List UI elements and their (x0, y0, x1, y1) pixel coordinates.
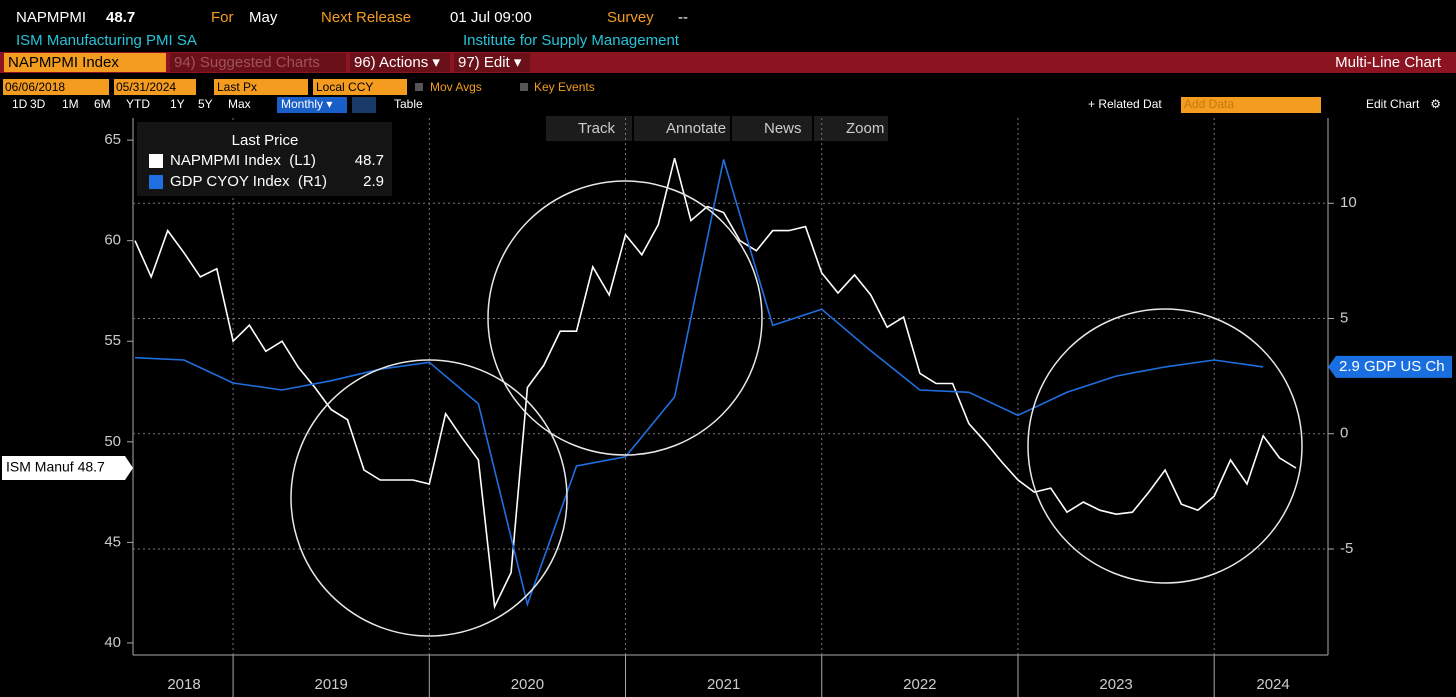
period-button[interactable]: 1Y (170, 97, 185, 111)
annotation-circle (290, 359, 568, 637)
view-name: Multi-Line Chart (1335, 54, 1442, 71)
annotation-circle (1027, 308, 1303, 584)
edit-button[interactable] (454, 53, 530, 72)
y-tick-label: 55 (104, 332, 121, 349)
tool-button[interactable] (732, 116, 812, 141)
actions[interactable]: 96) Actions ▾ (354, 54, 440, 71)
start-date[interactable]: 06/06/2018 (5, 80, 65, 94)
related-data[interactable]: + Related Dat (1088, 97, 1162, 111)
security-input[interactable]: NAPMPMI Index (8, 54, 119, 71)
axis-tag-label: 2.9 GDP US Ch (1339, 358, 1445, 375)
period-button[interactable]: 5Y (198, 97, 213, 111)
for-value: May (249, 9, 278, 26)
actions-button[interactable] (350, 53, 450, 72)
legend-value: 2.9 (363, 173, 384, 190)
edit[interactable]: 97) Edit ▾ (458, 54, 522, 71)
y-tick-label: 60 (104, 232, 121, 249)
last-value: 48.7 (106, 9, 135, 26)
suggested-charts[interactable]: 94) Suggested Charts (174, 54, 320, 71)
field-select[interactable] (214, 79, 308, 95)
key-events[interactable]: Key Events (534, 80, 595, 94)
for-label: For (211, 9, 234, 26)
y2-tick-label: 10 (1340, 194, 1357, 211)
survey-label: Survey (607, 9, 654, 26)
add-data-field[interactable] (1181, 97, 1321, 113)
period-button[interactable]: 1M (62, 97, 79, 111)
tool-button[interactable] (634, 116, 730, 141)
frequency[interactable]: Monthly ▾ (281, 97, 332, 111)
table[interactable]: Table (394, 97, 423, 111)
series-line (134, 159, 1264, 608)
period-button[interactable]: 1D (12, 97, 28, 111)
tool-label[interactable]: News (764, 120, 802, 137)
axis-tag (1328, 355, 1452, 378)
y-tick-label: 65 (104, 131, 121, 148)
frequency-select[interactable] (277, 97, 347, 113)
currency[interactable]: Local CCY (316, 80, 373, 94)
x-tick-label: 2020 (511, 676, 544, 693)
legend-label: GDP CYOY Index (R1) (170, 173, 327, 190)
settings-icon[interactable]: ⚙ (1430, 97, 1441, 111)
y-tick-label: 50 (104, 433, 121, 450)
next-release-value: 01 Jul 09:00 (450, 9, 532, 26)
axis-tag-label: ISM Manuf 48.7 (6, 459, 105, 475)
annotation-circle (487, 180, 763, 456)
y-tick-label: 45 (104, 533, 121, 550)
x-tick-label: 2024 (1256, 676, 1289, 693)
end-date[interactable]: 05/31/2024 (116, 80, 176, 94)
y2-tick-label: -5 (1340, 540, 1353, 557)
field[interactable]: Last Px (217, 80, 257, 94)
x-tick-label: 2022 (903, 676, 936, 693)
currency-select[interactable] (313, 79, 407, 95)
legend-value: 48.7 (355, 152, 384, 169)
tool-button[interactable] (546, 116, 632, 141)
start-date-field[interactable] (3, 79, 109, 95)
tool-label[interactable]: Annotate (666, 120, 726, 137)
legend (137, 122, 392, 196)
chart-icon[interactable] (352, 97, 376, 113)
x-tick-label: 2023 (1099, 676, 1132, 693)
tool-label[interactable]: Track (578, 120, 615, 137)
series-line (134, 157, 1297, 610)
y2-tick-label: 5 (1340, 309, 1348, 326)
survey-value: -- (678, 9, 688, 26)
period-button[interactable]: YTD (126, 97, 150, 111)
security-field[interactable] (4, 53, 166, 72)
source: Institute for Supply Management (463, 32, 680, 49)
legend-title: Last Price (232, 132, 299, 149)
y-tick-label: 40 (104, 634, 121, 651)
add-data[interactable]: Add Data (1184, 97, 1234, 111)
next-release-label: Next Release (321, 9, 411, 26)
period-button[interactable]: 6M (94, 97, 111, 111)
period-button[interactable]: 3D (30, 97, 46, 111)
suggested-button[interactable] (170, 53, 346, 72)
axis-tag (2, 455, 133, 480)
x-tick-label: 2019 (314, 676, 347, 693)
end-date-field[interactable] (114, 79, 196, 95)
y2-tick-label: 0 (1340, 425, 1348, 442)
x-tick-label: 2021 (707, 676, 740, 693)
checkbox[interactable] (520, 83, 528, 91)
period-button[interactable]: Max (228, 97, 251, 111)
checkbox[interactable] (415, 83, 423, 91)
x-tick-label: 2018 (167, 676, 200, 693)
tool-button[interactable] (814, 116, 888, 141)
tool-label[interactable]: Zoom (846, 120, 884, 137)
ticker: NAPMPMI (16, 9, 86, 26)
mov-avgs[interactable]: Mov Avgs (430, 80, 482, 94)
legend-swatch (149, 175, 163, 189)
legend-label: NAPMPMI Index (L1) (170, 152, 316, 169)
edit-chart[interactable]: Edit Chart (1366, 97, 1420, 111)
legend-swatch (149, 154, 163, 168)
security-name: ISM Manufacturing PMI SA (16, 32, 197, 49)
